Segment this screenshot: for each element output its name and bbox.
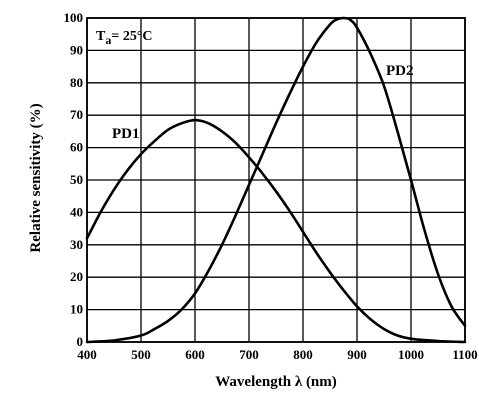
series-line-pd1 xyxy=(85,118,467,344)
annotation-base: T xyxy=(96,29,106,44)
y-tick-label: 70 xyxy=(70,107,83,122)
y-tick-label: 50 xyxy=(70,172,83,187)
x-tick-label: 800 xyxy=(293,347,313,362)
y-tick-label: 0 xyxy=(77,334,84,349)
x-tick-label: 700 xyxy=(239,347,259,362)
y-axis-title: Relative sensitivity (%) xyxy=(28,103,44,252)
x-tick-labels: 400 500 600 700 800 900 1000 1100 xyxy=(77,347,477,362)
series-label-pd2: PD2 xyxy=(386,63,414,79)
x-tick-label: 1100 xyxy=(452,347,477,362)
series-lines xyxy=(85,16,467,344)
x-axis-title: Wavelength λ (nm) xyxy=(215,374,337,390)
y-tick-label: 90 xyxy=(70,42,83,57)
annotation-subscript: a xyxy=(105,33,111,47)
y-tick-label: 10 xyxy=(70,302,83,317)
x-tick-label: 1000 xyxy=(398,347,424,362)
y-tick-label: 20 xyxy=(70,269,83,284)
y-tick-label: 100 xyxy=(64,10,84,25)
y-tick-label: 30 xyxy=(70,237,83,252)
y-tick-label: 80 xyxy=(70,75,83,90)
y-tick-label: 60 xyxy=(70,140,83,155)
x-tick-label: 600 xyxy=(185,347,205,362)
x-tick-label: 500 xyxy=(131,347,151,362)
temperature-annotation: Ta= 25°C xyxy=(96,29,153,47)
x-tick-label: 400 xyxy=(77,347,97,362)
grid xyxy=(86,17,466,343)
annotation-rest: = 25°C xyxy=(111,29,152,44)
y-tick-label: 40 xyxy=(70,204,83,219)
series-label-pd1: PD1 xyxy=(112,126,140,142)
series-line-pd2 xyxy=(85,16,467,344)
y-tick-labels: 0 10 20 30 40 50 60 70 80 90 100 xyxy=(64,10,84,349)
plot-frame xyxy=(86,17,466,343)
x-tick-label: 900 xyxy=(347,347,367,362)
